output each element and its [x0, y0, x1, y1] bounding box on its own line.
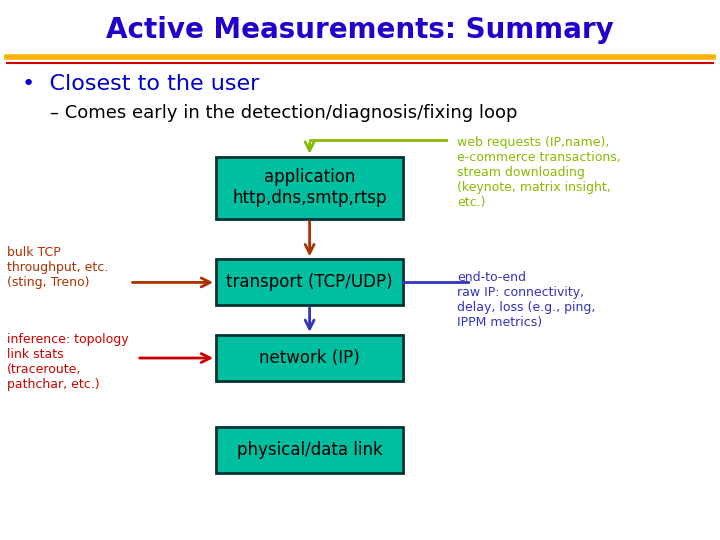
Text: Active Measurements: Summary: Active Measurements: Summary — [106, 16, 614, 44]
FancyBboxPatch shape — [216, 335, 403, 381]
FancyBboxPatch shape — [216, 259, 403, 305]
FancyBboxPatch shape — [216, 157, 403, 219]
Text: physical/data link: physical/data link — [237, 441, 382, 458]
Text: inference: topology
link stats
(traceroute,
pathchar, etc.): inference: topology link stats (tracerou… — [7, 333, 129, 391]
Text: bulk TCP
throughput, etc.
(sting, Treno): bulk TCP throughput, etc. (sting, Treno) — [7, 246, 109, 289]
Text: web requests (IP,name),
e-commerce transactions,
stream downloading
(keynote, ma: web requests (IP,name), e-commerce trans… — [457, 136, 621, 210]
Text: network (IP): network (IP) — [259, 349, 360, 367]
Text: •  Closest to the user: • Closest to the user — [22, 73, 259, 94]
Text: – Comes early in the detection/diagnosis/fixing loop: – Comes early in the detection/diagnosis… — [50, 104, 518, 123]
Text: transport (TCP/UDP): transport (TCP/UDP) — [226, 273, 393, 291]
Text: application
http,dns,smtp,rtsp: application http,dns,smtp,rtsp — [233, 168, 387, 207]
FancyBboxPatch shape — [216, 427, 403, 472]
Text: end-to-end
raw IP: connectivity,
delay, loss (e.g., ping,
IPPM metrics): end-to-end raw IP: connectivity, delay, … — [457, 271, 595, 329]
